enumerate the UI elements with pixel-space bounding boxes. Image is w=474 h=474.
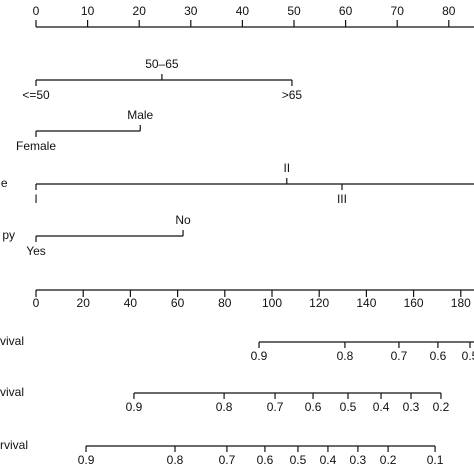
tick-label: 0.5: [290, 453, 307, 467]
tick-label: 10: [81, 4, 95, 18]
tick-label: 60: [339, 4, 353, 18]
tick-label: 180: [451, 296, 471, 310]
outcome-label: vival: [0, 385, 24, 399]
variable-label: py: [2, 228, 15, 242]
tick-label: 0.6: [430, 349, 447, 363]
tick-label: 0.8: [337, 349, 354, 363]
tick-label: 80: [442, 4, 456, 18]
tick-label: 0.2: [433, 400, 450, 414]
tick-label: 100: [262, 296, 282, 310]
level-label: <=50: [22, 88, 50, 102]
level-label: >65: [282, 88, 303, 102]
tick-label: 0.5: [340, 400, 357, 414]
tick-label: 20: [133, 4, 147, 18]
tick-label: 0.9: [251, 349, 268, 363]
level-label: No: [175, 213, 191, 227]
tick-label: 0.9: [126, 400, 143, 414]
tick-label: 0.3: [350, 453, 367, 467]
tick-label: 0.4: [373, 400, 390, 414]
tick-label: 0.1: [427, 453, 444, 467]
outcome-label: rvival: [0, 438, 28, 452]
tick-label: 0.5: [462, 349, 474, 363]
tick-label: 0.4: [320, 453, 337, 467]
outcome-label: vival: [0, 334, 24, 348]
tick-label: 0.8: [167, 453, 184, 467]
tick-label: 0.6: [305, 400, 322, 414]
level-label: Yes: [26, 244, 46, 258]
tick-label: 0.6: [257, 453, 274, 467]
tick-label: 80: [218, 296, 232, 310]
tick-label: 140: [356, 296, 376, 310]
level-label: 50–65: [145, 57, 179, 71]
tick-label: 0.2: [380, 453, 397, 467]
tick-label: 20: [77, 296, 91, 310]
level-label: Female: [16, 139, 56, 153]
tick-label: 30: [184, 4, 198, 18]
tick-label: 0.9: [78, 453, 95, 467]
level-label: II: [283, 161, 290, 175]
tick-label: 0.7: [267, 400, 284, 414]
tick-label: 120: [309, 296, 329, 310]
tick-label: 0: [33, 296, 40, 310]
tick-label: 50: [287, 4, 301, 18]
level-label: Male: [127, 108, 153, 122]
tick-label: 0.7: [391, 349, 408, 363]
tick-label: 40: [236, 4, 250, 18]
tick-label: 70: [391, 4, 405, 18]
tick-label: 0: [33, 4, 40, 18]
tick-label: 160: [404, 296, 424, 310]
tick-label: 40: [124, 296, 138, 310]
level-label: I: [34, 192, 37, 206]
level-label: III: [337, 192, 347, 206]
tick-label: 0.8: [216, 400, 233, 414]
tick-label: 0.3: [403, 400, 420, 414]
variable-label: e: [1, 176, 8, 190]
tick-label: 60: [171, 296, 185, 310]
tick-label: 0.7: [219, 453, 236, 467]
